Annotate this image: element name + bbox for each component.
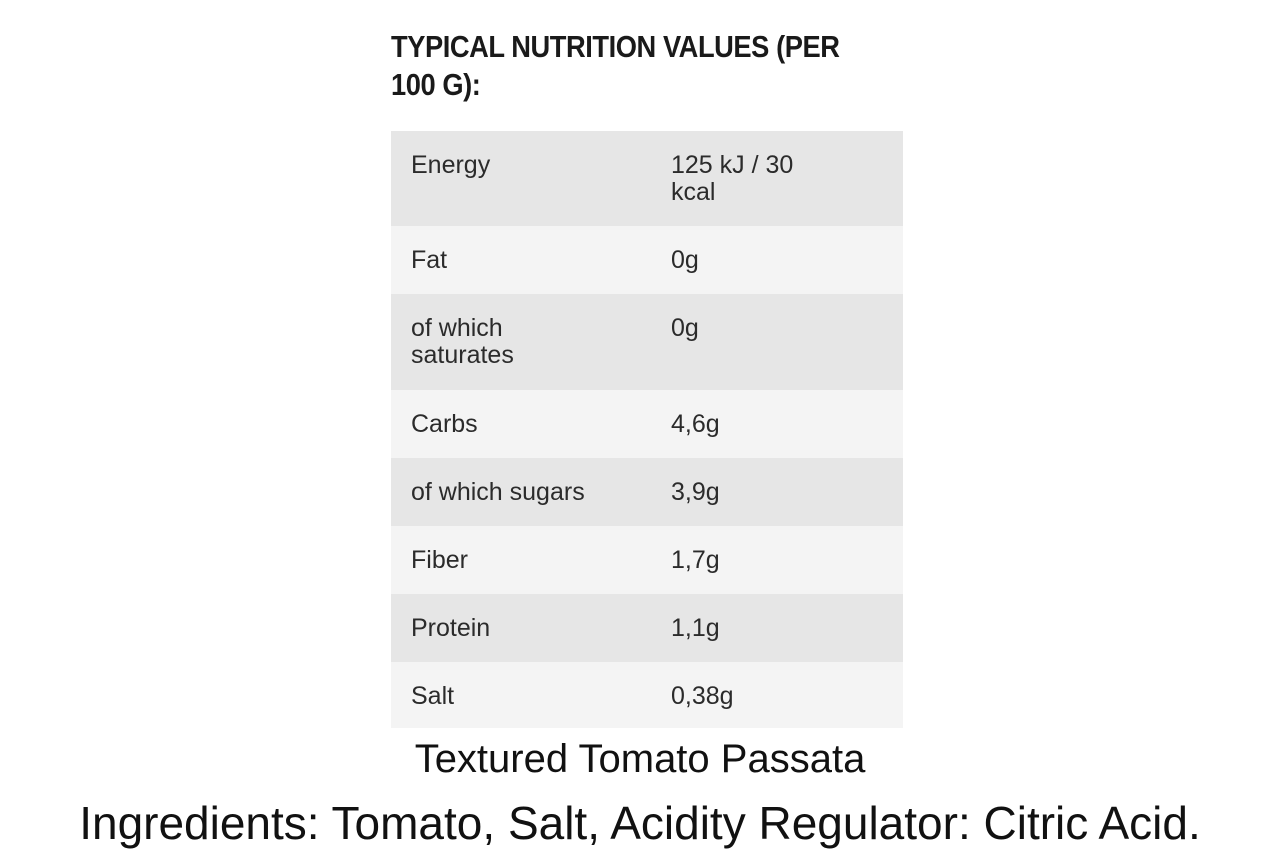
nutrient-value: 3,9g [671, 478, 720, 506]
nutrient-value: 125 kJ / 30 kcal [671, 151, 794, 206]
nutrient-value: 0,38g [671, 682, 734, 710]
nutrient-name: Salt [411, 682, 455, 710]
table-row: Energy 125 kJ / 30 kcal [391, 131, 903, 226]
table-row: Salt 0,38g [391, 662, 903, 728]
product-name: Textured Tomato Passata [414, 737, 866, 781]
table-row: Fiber 1,7g [391, 526, 903, 594]
table-row: Fat 0g [391, 226, 903, 294]
nutrient-name: Protein [411, 614, 491, 642]
table-row: Protein 1,1g [391, 594, 903, 662]
nutrient-value: 4,6g [671, 410, 720, 438]
nutrient-name: Energy [411, 151, 491, 179]
nutrition-heading: TYPICAL NUTRITION VALUES (PER 100 G): [391, 29, 840, 102]
nutrient-name: Fat [411, 246, 448, 274]
nutrient-value: 1,7g [671, 546, 720, 574]
nutrient-name: of which sugars [411, 478, 585, 506]
nutrient-name: of which saturates [411, 314, 514, 369]
nutrient-name: Carbs [411, 410, 478, 438]
nutrient-value: 0g [671, 246, 699, 274]
table-row: of which sugars 3,9g [391, 458, 903, 526]
ingredients-text: Ingredients: Tomato, Salt, Acidity Regul… [79, 797, 1201, 849]
nutrition-panel: TYPICAL NUTRITION VALUES (PER 100 G): En… [391, 28, 903, 728]
nutrient-value: 1,1g [671, 614, 720, 642]
table-row: Carbs 4,6g [391, 390, 903, 458]
table-row: of which saturates 0g [391, 294, 903, 390]
nutrient-name: Fiber [411, 546, 468, 574]
nutrient-value: 0g [671, 314, 699, 342]
nutrition-table: Energy 125 kJ / 30 kcal Fat 0g of which … [391, 131, 903, 728]
